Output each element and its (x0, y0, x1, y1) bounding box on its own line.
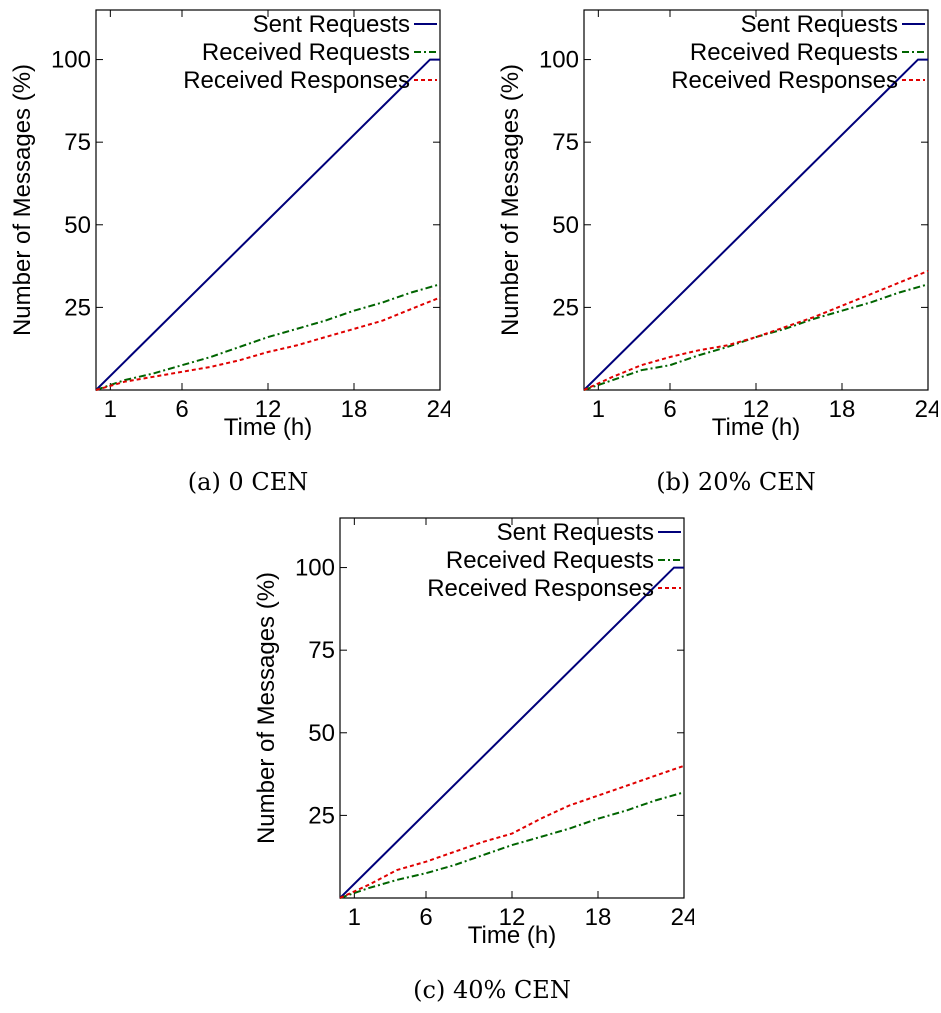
x-tick-label: 12 (743, 396, 770, 423)
x-tick-label: 1 (104, 396, 117, 423)
legend-label: Received Requests (446, 547, 654, 574)
chart-caption: (c) 40% CEN (413, 976, 571, 1004)
legend-label: Received Responses (183, 67, 410, 94)
series-line-1 (583, 283, 929, 391)
legend-label: Received Requests (690, 39, 898, 66)
legend-label: Sent Requests (253, 11, 410, 38)
x-tick-label: 1 (348, 904, 361, 931)
legend-label: Received Requests (202, 39, 410, 66)
chart-panel-b: 25 50 75 100 1 6 12 18 24 Time (h) Number of Messa… (488, 0, 941, 500)
y-tick-label: 75 (308, 637, 335, 664)
series-line-2 (339, 764, 685, 899)
y-tick-label: 75 (552, 129, 579, 156)
y-tick-label: 100 (539, 47, 579, 74)
y-tick-label: 100 (295, 555, 335, 582)
x-tick-label: 18 (585, 904, 612, 931)
y-tick-label: 50 (64, 212, 91, 239)
x-tick-label: 12 (255, 396, 282, 423)
x-axis-label: Time (h) (468, 922, 556, 949)
x-tick-label: 12 (499, 904, 526, 931)
chart-svg: 25 50 75 100 1 6 12 18 24 Time (h) Number of Messa… (497, 9, 941, 496)
series-line-0 (339, 566, 684, 899)
series-line-0 (583, 58, 928, 391)
x-tick-label: 6 (175, 396, 188, 423)
y-axis-label: Number of Messages (%) (253, 572, 280, 844)
chart-svg: 25 50 75 100 1 6 12 18 24 Time (h) Number of Messa… (9, 9, 453, 496)
chart-panel-a: 25 50 75 100 1 6 12 18 24 Time (h) Number of Messa… (0, 0, 453, 500)
x-axis-label: Time (h) (224, 414, 312, 441)
y-tick-label: 50 (552, 212, 579, 239)
chart-svg: 25 50 75 100 1 6 12 18 24 Time (h) Number of Messa… (253, 517, 697, 1004)
series-line-2 (583, 270, 929, 391)
x-tick-label: 18 (829, 396, 856, 423)
series-line-1 (339, 791, 685, 899)
series-line-0 (95, 58, 440, 391)
x-tick-label: 1 (592, 396, 605, 423)
chart-caption: (a) 0 CEN (188, 468, 308, 496)
y-axis-label: Number of Messages (%) (9, 64, 36, 336)
y-tick-label: 50 (308, 720, 335, 747)
legend-label: Sent Requests (497, 519, 654, 546)
series-line-2 (95, 296, 441, 391)
series-line-1 (95, 283, 441, 391)
x-tick-label: 24 (915, 396, 938, 423)
chart-panel-c: 25 50 75 100 1 6 12 18 24 Time (h) Number of Messa… (244, 508, 697, 1008)
x-tick-label: 24 (427, 396, 450, 423)
y-axis-label: Number of Messages (%) (497, 64, 524, 336)
legend-label: Received Responses (671, 67, 898, 94)
y-tick-label: 100 (51, 47, 91, 74)
x-axis-label: Time (h) (712, 414, 800, 441)
x-tick-label: 18 (341, 396, 368, 423)
y-tick-label: 25 (552, 294, 579, 321)
y-tick-label: 25 (308, 802, 335, 829)
legend-label: Received Responses (427, 575, 654, 602)
y-tick-label: 75 (64, 129, 91, 156)
x-tick-label: 24 (671, 904, 694, 931)
chart-caption: (b) 20% CEN (656, 468, 816, 496)
x-tick-label: 6 (419, 904, 432, 931)
x-tick-label: 6 (663, 396, 676, 423)
y-tick-label: 25 (64, 294, 91, 321)
legend-label: Sent Requests (741, 11, 898, 38)
